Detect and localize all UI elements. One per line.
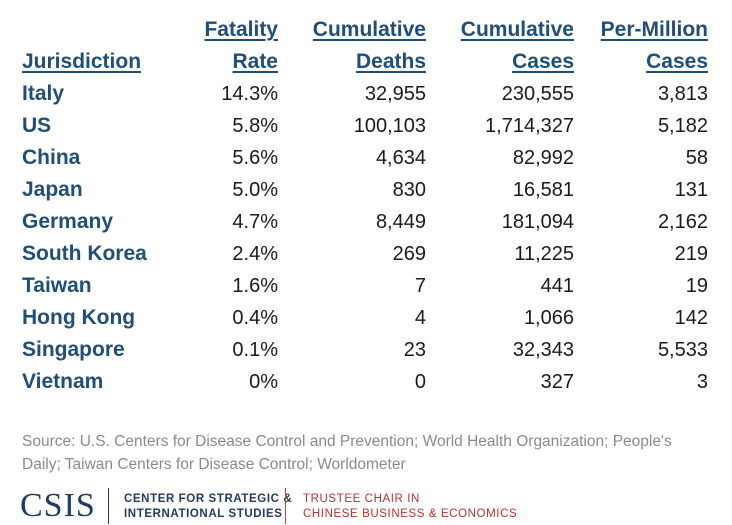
cell-per_million_cases: 219 xyxy=(674,243,708,265)
org-name-line2: INTERNATIONAL STUDIES xyxy=(124,508,283,520)
cell-fatality_rate: 0% xyxy=(249,371,278,393)
cell-per_million_cases: 3,813 xyxy=(657,83,708,105)
row-label: Japan xyxy=(22,178,83,201)
cell-cumulative_cases: 1,066 xyxy=(523,307,574,329)
cell-per_million_cases: 2,162 xyxy=(657,211,708,233)
cell-cumulative_cases: 82,992 xyxy=(512,147,574,169)
cell-cumulative_cases: 441 xyxy=(540,275,574,297)
cell-cumulative_deaths: 32,955 xyxy=(364,83,426,105)
cell-per_million_cases: 19 xyxy=(685,275,708,297)
cell-fatality_rate: 1.6% xyxy=(232,275,278,297)
header-per_million_cases-line2: Cases xyxy=(646,50,708,73)
row-label: Italy xyxy=(22,82,65,105)
cell-per_million_cases: 58 xyxy=(685,147,708,169)
footer-divider-red xyxy=(285,488,286,524)
cell-cumulative_cases: 16,581 xyxy=(512,179,574,201)
cell-cumulative_deaths: 23 xyxy=(403,339,426,361)
cell-per_million_cases: 131 xyxy=(674,179,708,201)
row-label: Vietnam xyxy=(22,370,104,393)
cell-fatality_rate: 2.4% xyxy=(232,243,278,265)
cell-fatality_rate: 5.0% xyxy=(232,179,278,201)
cell-fatality_rate: 5.6% xyxy=(232,147,278,169)
header-cumulative_deaths-line2: Deaths xyxy=(355,50,426,73)
cell-fatality_rate: 4.7% xyxy=(232,211,278,233)
row-label: South Korea xyxy=(22,242,147,265)
header-jurisdiction-line2: Jurisdiction xyxy=(22,50,142,73)
header-per_million_cases-line1: Per-Million xyxy=(600,18,708,41)
cell-fatality_rate: 0.4% xyxy=(232,307,278,329)
cell-cumulative_deaths: 4 xyxy=(414,307,426,329)
cell-cumulative_deaths: 7 xyxy=(414,275,426,297)
cell-fatality_rate: 5.8% xyxy=(232,115,278,137)
csis-logo: CSIS xyxy=(20,487,96,524)
header-fatality_rate-line2: Rate xyxy=(232,50,278,73)
cell-per_million_cases: 5,533 xyxy=(657,339,708,361)
trustee-chair-line2: CHINESE BUSINESS & ECONOMICS xyxy=(303,508,518,520)
source-note: Source: U.S. Centers for Disease Control… xyxy=(22,433,672,473)
row-label: Taiwan xyxy=(22,274,92,297)
cell-per_million_cases: 142 xyxy=(674,307,708,329)
org-name-line1: CENTER FOR STRATEGIC & xyxy=(124,493,293,505)
header-cumulative_cases-line2: Cases xyxy=(512,50,574,73)
footer-divider xyxy=(108,488,109,524)
trustee-chair-line1: TRUSTEE CHAIR IN xyxy=(303,493,420,505)
row-label: US xyxy=(22,114,52,137)
header-cumulative_deaths-line1: Cumulative xyxy=(312,18,426,41)
cell-cumulative_cases: 32,343 xyxy=(512,339,574,361)
row-label: Germany xyxy=(22,210,114,233)
cell-per_million_cases: 3 xyxy=(696,371,708,393)
cell-cumulative_cases: 1,714,327 xyxy=(485,115,574,137)
cell-cumulative_deaths: 269 xyxy=(392,243,426,265)
cell-cumulative_deaths: 100,103 xyxy=(353,115,426,137)
cell-cumulative_cases: 230,555 xyxy=(501,83,574,105)
row-label: Hong Kong xyxy=(22,306,136,329)
cell-cumulative_deaths: 8,449 xyxy=(375,211,426,233)
header-fatality_rate-line1: Fatality xyxy=(204,18,278,41)
cell-cumulative_cases: 181,094 xyxy=(501,211,574,233)
cell-fatality_rate: 14.3% xyxy=(221,83,278,105)
org-name: CENTER FOR STRATEGIC & INTERNATIONAL STU… xyxy=(124,492,292,522)
row-label: Singapore xyxy=(22,338,125,361)
cell-cumulative_deaths: 0 xyxy=(414,371,426,393)
cell-cumulative_deaths: 830 xyxy=(392,179,426,201)
trustee-chair-name: TRUSTEE CHAIR IN CHINESE BUSINESS & ECON… xyxy=(303,492,517,522)
cell-cumulative_cases: 327 xyxy=(540,371,574,393)
cell-cumulative_cases: 11,225 xyxy=(514,243,574,265)
cell-fatality_rate: 0.1% xyxy=(232,339,278,361)
cell-per_million_cases: 5,182 xyxy=(657,115,708,137)
header-cumulative_cases-line1: Cumulative xyxy=(460,18,574,41)
row-label: China xyxy=(22,146,81,169)
cell-cumulative_deaths: 4,634 xyxy=(375,147,426,169)
